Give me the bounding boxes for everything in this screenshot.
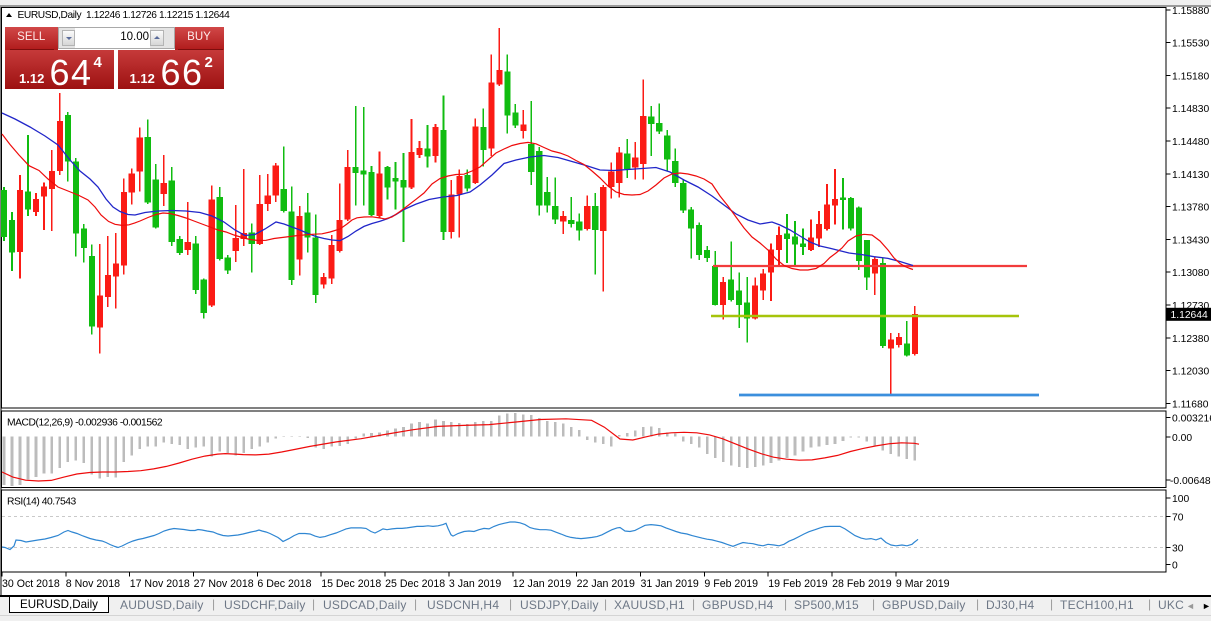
- svg-text:0.003216: 0.003216: [1172, 414, 1211, 425]
- svg-text:RSI(14) 40.7543: RSI(14) 40.7543: [7, 497, 77, 508]
- svg-text:1.15530: 1.15530: [1172, 39, 1209, 50]
- svg-text:12 Jan 2019: 12 Jan 2019: [513, 578, 571, 590]
- svg-text:30 Oct 2018: 30 Oct 2018: [2, 578, 60, 590]
- svg-text:30: 30: [1172, 544, 1184, 555]
- svg-text:1.13430: 1.13430: [1172, 235, 1209, 246]
- svg-text:3 Jan 2019: 3 Jan 2019: [449, 578, 502, 590]
- svg-text:MACD(12,26,9) -0.002936 -0.001: MACD(12,26,9) -0.002936 -0.001562: [7, 418, 163, 429]
- svg-text:1.13780: 1.13780: [1172, 203, 1209, 214]
- svg-text:-0.006485: -0.006485: [1170, 476, 1211, 487]
- svg-text:9 Mar 2019: 9 Mar 2019: [896, 578, 950, 590]
- svg-text:28 Feb 2019: 28 Feb 2019: [832, 578, 892, 590]
- svg-text:27 Nov 2018: 27 Nov 2018: [194, 578, 254, 590]
- svg-text:1.12644: 1.12644: [1171, 310, 1208, 321]
- svg-text:1.14830: 1.14830: [1172, 104, 1209, 115]
- svg-text:1.14130: 1.14130: [1172, 170, 1209, 181]
- svg-text:1.12730: 1.12730: [1172, 301, 1209, 312]
- svg-text:9 Feb 2019: 9 Feb 2019: [704, 578, 758, 590]
- svg-text:31 Jan 2019: 31 Jan 2019: [641, 578, 699, 590]
- svg-text:1.15180: 1.15180: [1172, 71, 1209, 82]
- svg-text:0.00: 0.00: [1172, 433, 1192, 444]
- svg-text:6 Dec 2018: 6 Dec 2018: [257, 578, 311, 590]
- svg-text:0: 0: [1172, 561, 1178, 572]
- svg-text:1.14480: 1.14480: [1172, 137, 1209, 148]
- svg-text:17 Nov 2018: 17 Nov 2018: [130, 578, 190, 590]
- svg-text:70: 70: [1172, 512, 1184, 523]
- svg-text:1.15880: 1.15880: [1172, 6, 1209, 17]
- svg-text:1.11680: 1.11680: [1172, 399, 1209, 410]
- svg-text:8 Nov 2018: 8 Nov 2018: [66, 578, 120, 590]
- svg-text:100: 100: [1172, 494, 1189, 505]
- svg-text:25 Dec 2018: 25 Dec 2018: [385, 578, 445, 590]
- svg-text:1.12030: 1.12030: [1172, 367, 1209, 378]
- svg-text:1.13080: 1.13080: [1172, 268, 1209, 279]
- svg-text:15 Dec 2018: 15 Dec 2018: [321, 578, 381, 590]
- svg-text:22 Jan 2019: 22 Jan 2019: [577, 578, 635, 590]
- svg-text:19 Feb 2019: 19 Feb 2019: [768, 578, 828, 590]
- svg-text:1.12380: 1.12380: [1172, 334, 1209, 345]
